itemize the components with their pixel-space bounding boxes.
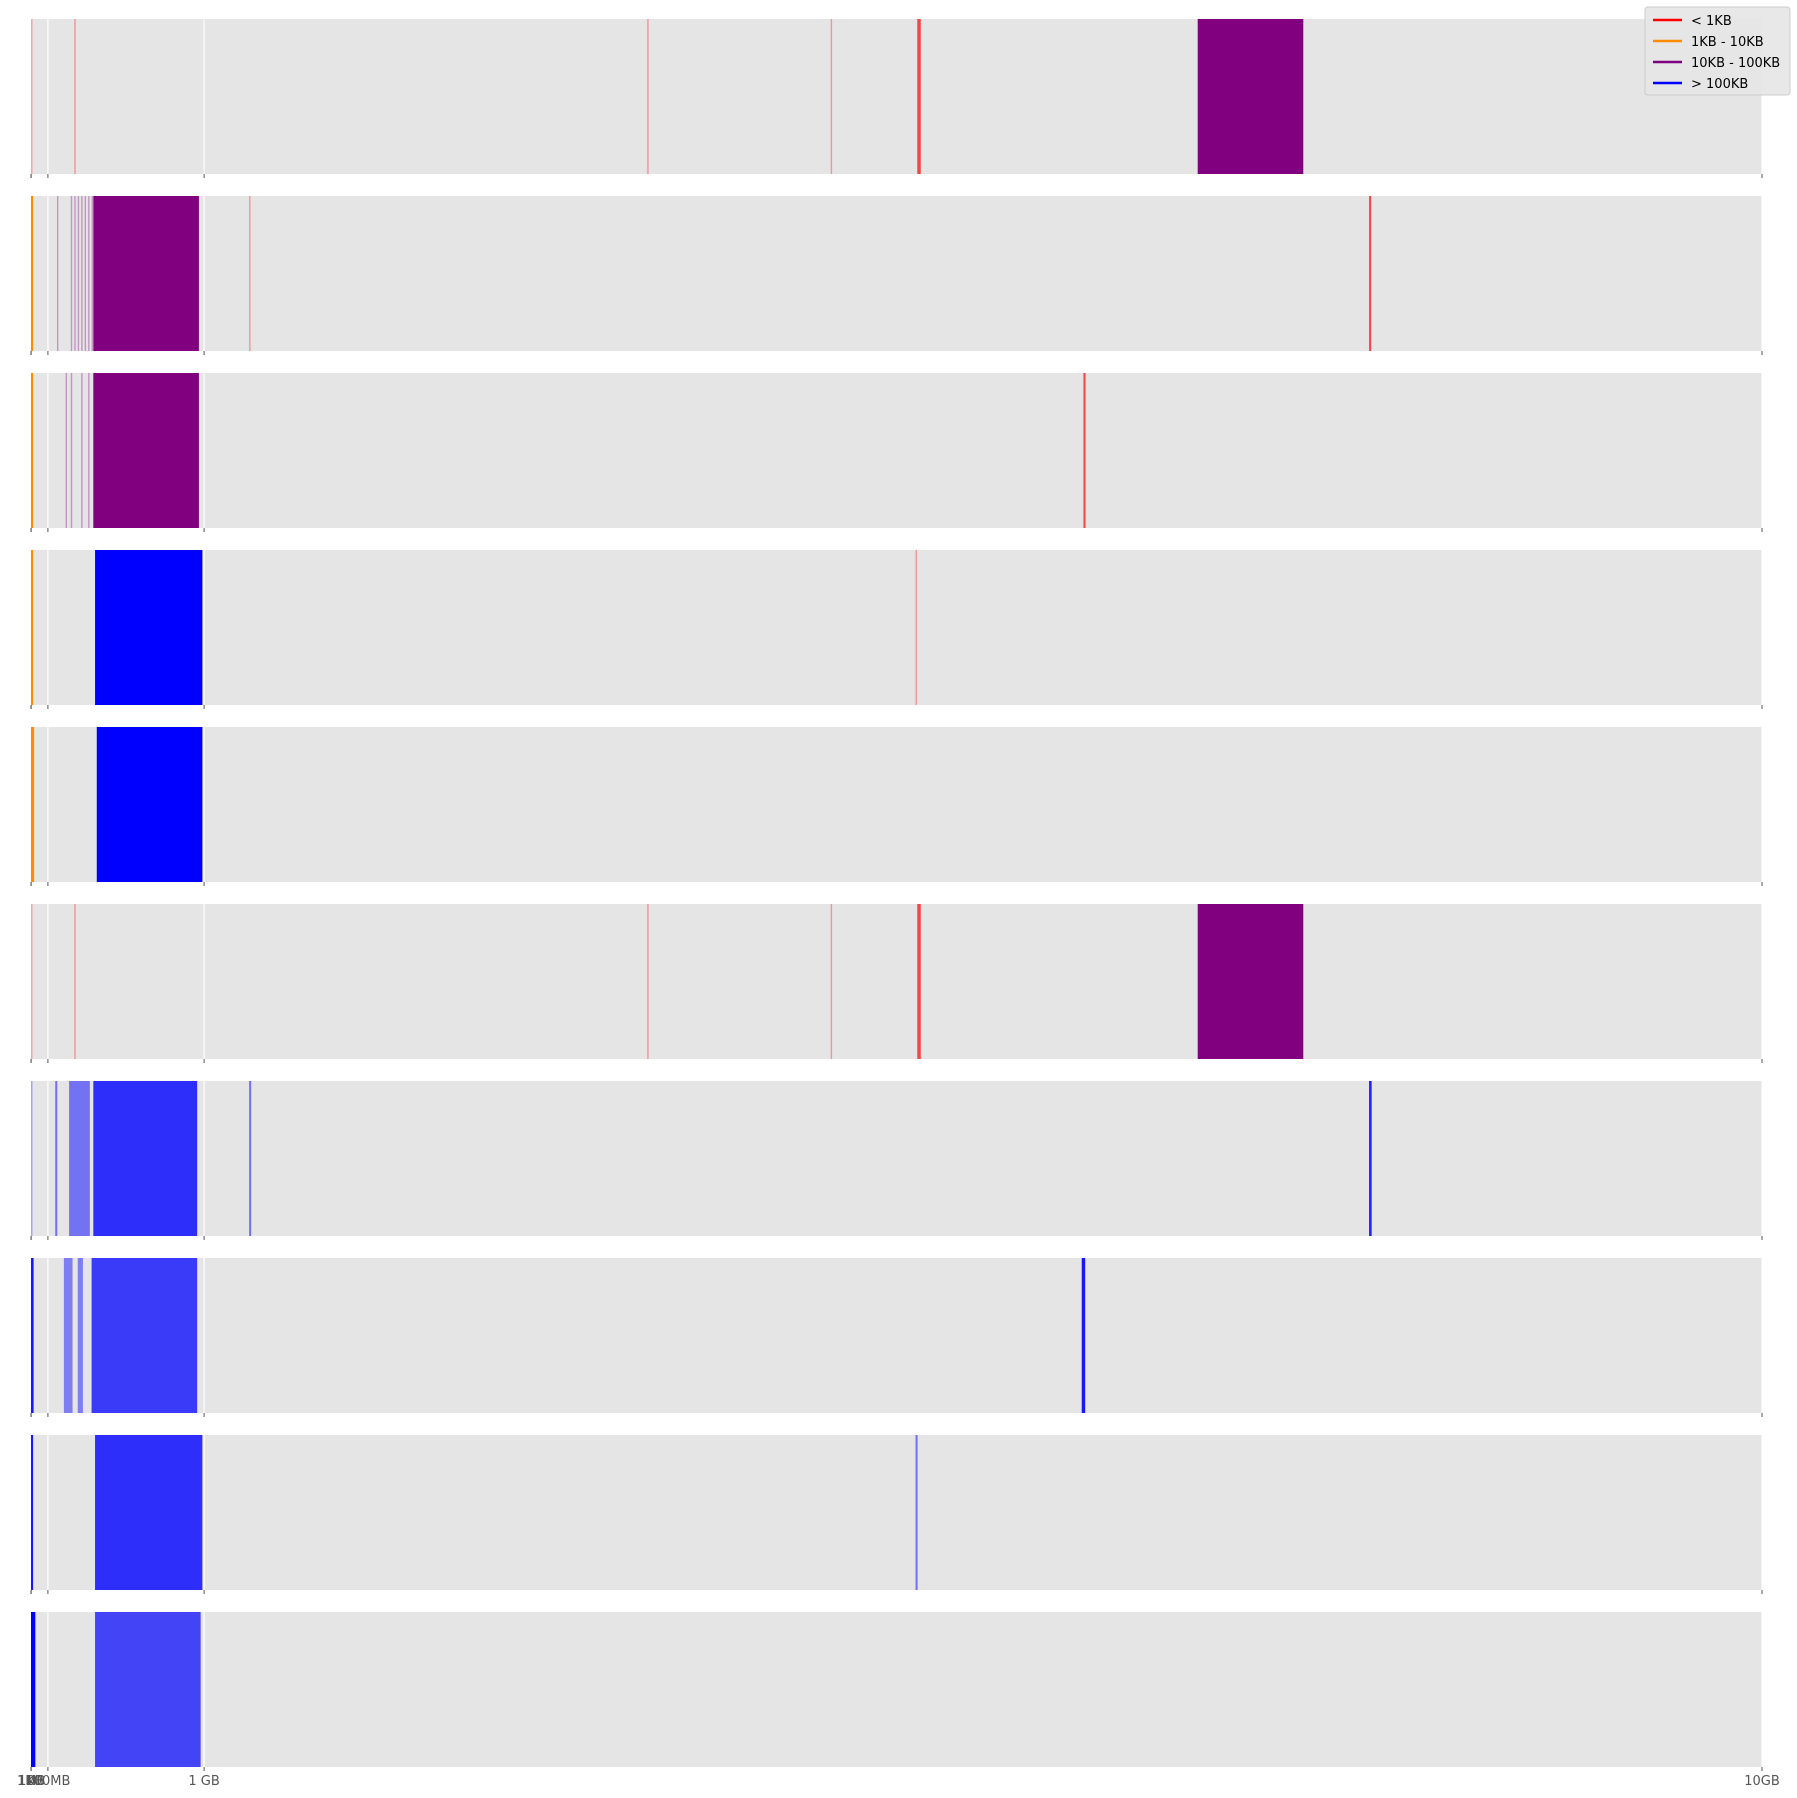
allocation-mark	[1081, 1258, 1086, 1413]
strip-1	[30, 19, 1763, 178]
allocation-mark	[81, 373, 83, 528]
allocation-mark	[915, 1435, 918, 1590]
allocation-mark	[31, 196, 34, 351]
allocation-mark	[249, 196, 251, 351]
x-tick-label: 1MB	[17, 1774, 45, 1789]
strips-layer	[30, 19, 1763, 1771]
x-tick-label: 1KB	[18, 1774, 44, 1789]
allocation-mark	[31, 1612, 36, 1767]
legend-label: 1KB - 10KB	[1691, 35, 1764, 50]
allocation-mark	[69, 1081, 90, 1236]
strip-7	[30, 1081, 1763, 1240]
x-tick-label: 10GB	[1744, 1774, 1780, 1789]
allocation-mark	[915, 550, 917, 705]
legend: < 1KB 1KB - 10KB 10KB - 100KB > 100KB	[1644, 6, 1791, 96]
allocation-mark	[96, 727, 203, 882]
allocation-mark	[91, 1258, 198, 1413]
strip-background	[31, 19, 1762, 174]
allocation-mark	[917, 904, 921, 1059]
allocation-mark	[830, 19, 833, 174]
allocation-mark	[31, 550, 34, 705]
allocation-mark	[917, 19, 921, 174]
allocation-mark	[830, 904, 833, 1059]
allocation-mark	[56, 196, 59, 351]
strip-9	[30, 1435, 1763, 1594]
allocation-mark	[95, 1435, 203, 1590]
x-tick-label: 0	[27, 1774, 35, 1789]
allocation-mark	[70, 373, 73, 528]
allocation-mark	[95, 1612, 201, 1767]
allocation-mark	[31, 1081, 33, 1236]
allocation-mark	[647, 19, 649, 174]
strip-6	[30, 904, 1763, 1063]
allocation-mark	[31, 1435, 34, 1590]
allocation-mark	[74, 904, 76, 1059]
allocation-mark	[63, 1258, 73, 1413]
strip-background	[31, 550, 1762, 705]
strip-2	[30, 196, 1763, 355]
legend-label: > 100KB	[1691, 77, 1748, 92]
allocation-mark	[1197, 19, 1304, 174]
allocation-mark	[31, 904, 33, 1059]
strip-background	[31, 1081, 1762, 1236]
strip-4	[30, 550, 1763, 709]
strip-3	[30, 373, 1763, 532]
x-tick-label: 1 GB	[188, 1774, 219, 1789]
allocation-mark	[88, 196, 90, 351]
allocation-mark	[88, 373, 90, 528]
allocation-mark	[74, 196, 76, 351]
allocation-mark	[1369, 1081, 1372, 1236]
allocation-mark	[1197, 904, 1304, 1059]
allocation-mark	[55, 1081, 58, 1236]
allocation-mark	[95, 550, 203, 705]
x-tick-label: 100MB	[25, 1774, 70, 1789]
allocation-mark	[77, 196, 80, 351]
strip-background	[31, 727, 1762, 882]
allocation-mark	[647, 904, 649, 1059]
legend-box	[1644, 6, 1791, 96]
allocation-mark	[249, 1081, 252, 1236]
allocation-mark	[1083, 373, 1086, 528]
allocation-mark	[65, 373, 68, 528]
allocation-mark	[31, 1258, 34, 1413]
legend-label: 10KB - 100KB	[1691, 56, 1780, 71]
strip-background	[31, 1258, 1762, 1413]
strip-background	[31, 1612, 1762, 1767]
strip-5	[30, 727, 1763, 886]
allocation-mark	[84, 196, 87, 351]
strip-8	[30, 1258, 1763, 1417]
strip-background	[31, 904, 1762, 1059]
allocation-mark	[31, 19, 33, 174]
allocation-mark	[77, 1258, 83, 1413]
strip-10	[30, 1612, 1763, 1771]
strip-background	[31, 1435, 1762, 1590]
strip-background	[31, 196, 1762, 351]
allocation-mark	[93, 196, 199, 351]
allocation-mark	[93, 373, 199, 528]
legend-label: < 1KB	[1691, 14, 1732, 29]
allocation-mark	[74, 19, 76, 174]
allocation-mark	[31, 727, 35, 882]
allocation-mark	[1369, 196, 1372, 351]
allocation-mark	[31, 373, 34, 528]
strip-background	[31, 373, 1762, 528]
allocation-mark	[81, 196, 83, 351]
allocation-mark	[70, 196, 73, 351]
allocation-mark	[93, 1081, 198, 1236]
allocation-mark	[91, 196, 93, 351]
